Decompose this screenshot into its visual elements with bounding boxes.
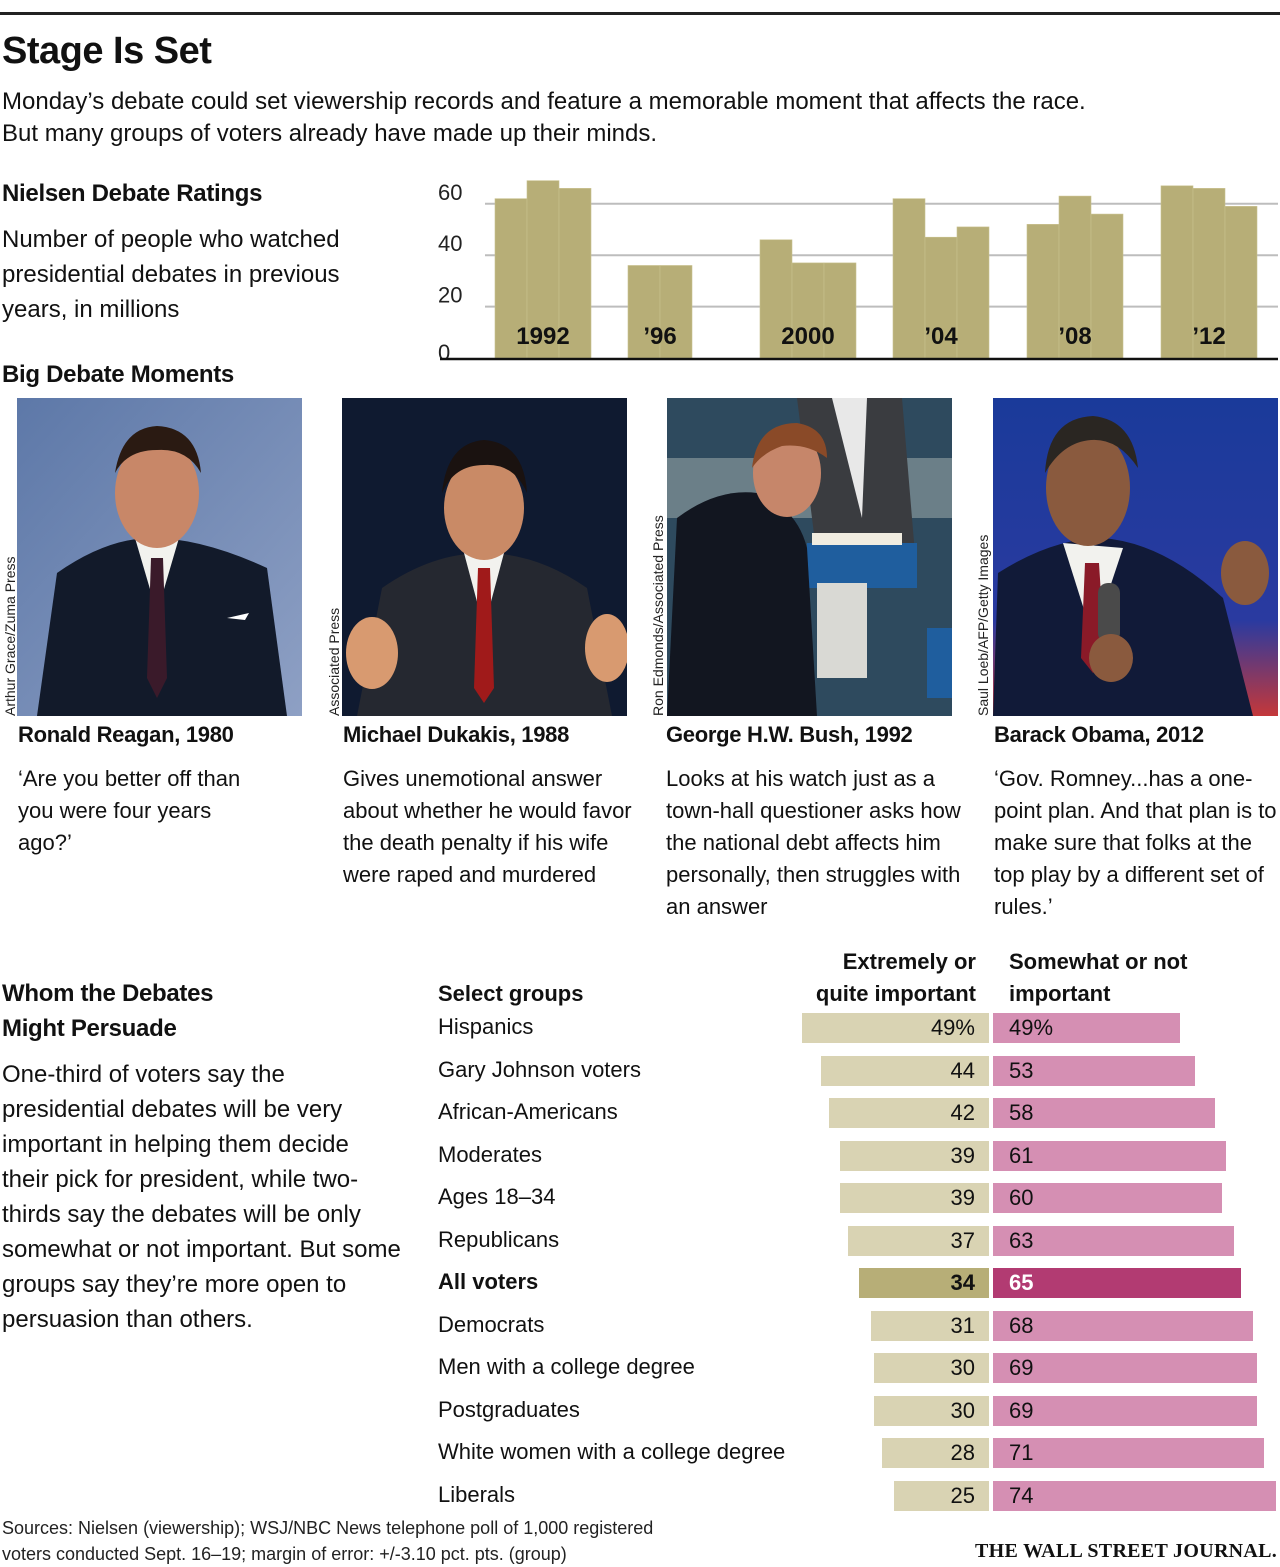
not-important-bar: 58 [993, 1098, 1215, 1128]
important-bar: 42 [828, 1098, 989, 1128]
photo-credit-reagan: Arthur Grace/Zuma Press [2, 556, 18, 717]
y-tick-label: 20 [438, 283, 462, 308]
important-bar: 34 [859, 1268, 989, 1298]
ratings-bar [494, 198, 528, 359]
series2-header-line1: Somewhat or not [1009, 949, 1188, 974]
ratings-description: Number of people who watched presidentia… [2, 226, 340, 323]
persuade-heading-line1: Whom the Debates [2, 980, 214, 1007]
persuade-heading-line2: Might Persuade [2, 1015, 177, 1042]
caption-name-reagan: Ronald Reagan, 1980 [18, 722, 234, 747]
ratings-heading: Nielsen Debate Ratings [2, 180, 263, 207]
x-tick-label: ’08 [1058, 323, 1091, 350]
group-label: Democrats [438, 1311, 545, 1337]
important-bar: 31 [870, 1310, 989, 1341]
not-important-bar: 69 [993, 1353, 1257, 1383]
important-bar: 39 [840, 1183, 989, 1213]
dek: Monday’s debate could set viewership rec… [2, 88, 1086, 147]
series2-header: Somewhat or not important [1009, 946, 1187, 1010]
group-label: Moderates [438, 1141, 542, 1167]
photo-credit-bush: Ron Edmonds/Associated Press [650, 515, 666, 716]
ratings-bar [526, 180, 560, 359]
group-label: Hispanics [438, 1014, 534, 1039]
x-tick-label: 2000 [781, 323, 834, 350]
moments-heading: Big Debate Moments [2, 361, 234, 388]
photo-credit-dukakis: Associated Press [326, 607, 342, 716]
ratings-bar [823, 262, 857, 359]
ratings-bar [956, 226, 990, 359]
not-important-bar: 71 [993, 1438, 1265, 1468]
important-bar: 37 [847, 1225, 989, 1256]
important-bar: 25 [893, 1480, 989, 1511]
photo-obama [993, 398, 1278, 716]
group-label: Men with a college degree [438, 1354, 695, 1379]
series1-header-line1: Extremely or [842, 949, 976, 974]
not-important-bar: 65 [993, 1268, 1242, 1298]
category-header: Select groups [438, 981, 584, 1006]
not-important-bar: 61 [993, 1140, 1227, 1171]
important-bar: 30 [874, 1395, 989, 1426]
caption-text-bush: Looks at his watch just as a town-hall q… [666, 766, 961, 919]
group-label: Postgraduates [438, 1396, 580, 1422]
ratings-bar [1090, 213, 1124, 359]
ratings-bar [791, 262, 825, 359]
group-label: Ages 18–34 [438, 1184, 556, 1209]
important-bar: 28 [882, 1438, 989, 1468]
caption-text-obama: ‘Gov. Romney...has a one-point plan. And… [994, 766, 1277, 919]
top-rule [0, 12, 1280, 15]
photo-credit-obama: Saul Loeb/AFP/Getty Images [975, 534, 991, 716]
x-tick-label: ’04 [924, 323, 958, 350]
group-label: African-Americans [438, 1099, 618, 1124]
y-tick-label: 60 [438, 180, 462, 205]
sources-line1: Sources: Nielsen (viewership); WSJ/NBC N… [2, 1518, 654, 1538]
not-important-bar: 53 [993, 1055, 1196, 1086]
ratings-bar [1160, 185, 1194, 359]
photo-bush [667, 398, 952, 716]
page-title: Stage Is Set [2, 30, 212, 72]
important-bar: 44 [820, 1055, 989, 1086]
series2-header-line2: important [1009, 981, 1111, 1006]
photo-reagan [17, 398, 302, 716]
ratings-bar [558, 188, 592, 359]
not-important-bar: 68 [993, 1310, 1253, 1341]
wsj-logo: THE WALL STREET JOURNAL. [975, 1540, 1278, 1562]
not-important-bar: 63 [993, 1225, 1234, 1256]
x-tick-label: ’96 [643, 323, 676, 350]
group-label: All voters [438, 1269, 539, 1294]
group-label: Liberals [438, 1481, 516, 1507]
y-tick-label: 40 [438, 231, 462, 256]
caption-text-dukakis: Gives unemotional answer about whether h… [343, 766, 632, 887]
sources: Sources: Nielsen (viewership); WSJ/NBC N… [2, 1515, 653, 1567]
important-bar: 39 [840, 1140, 989, 1171]
ratings-bar [1026, 224, 1060, 359]
x-tick-label: ’12 [1192, 323, 1225, 350]
series1-header-line2: quite important [815, 981, 976, 1006]
caption-name-obama: Barack Obama, 2012 [994, 722, 1204, 747]
group-label: Republicans [438, 1226, 560, 1252]
y-tick-label: 0 [438, 340, 450, 365]
ratings-bar [892, 198, 926, 359]
ratings-bar [1058, 195, 1092, 359]
important-bar: 49% [801, 1013, 989, 1043]
important-bar: 30 [874, 1353, 989, 1383]
not-important-bar: 69 [993, 1395, 1257, 1426]
group-label: White women with a college degree [438, 1439, 786, 1464]
ratings-chart: 0 20 40 60 1992 ’96 2000 ’04 ’08 ’12 [438, 180, 1278, 365]
caption-name-dukakis: Michael Dukakis, 1988 [343, 722, 570, 747]
series1-header: Extremely or quite important [770, 946, 976, 1010]
caption-text-reagan: ‘Are you better off than you were four y… [18, 766, 241, 855]
ratings-bar [1224, 206, 1258, 359]
sources-line2: voters conducted Sept. 16–19; margin of … [2, 1544, 567, 1564]
caption-name-bush: George H.W. Bush, 1992 [666, 722, 913, 747]
persuade-body: One-third of voters say the presidential… [2, 1061, 401, 1333]
photo-dukakis [342, 398, 627, 716]
x-tick-label: 1992 [516, 323, 569, 350]
not-important-bar: 60 [993, 1183, 1223, 1213]
ratings-bar [924, 236, 958, 359]
group-label: Gary Johnson voters [438, 1056, 641, 1082]
not-important-bar: 49% [993, 1013, 1181, 1043]
not-important-bar: 74 [993, 1480, 1276, 1511]
